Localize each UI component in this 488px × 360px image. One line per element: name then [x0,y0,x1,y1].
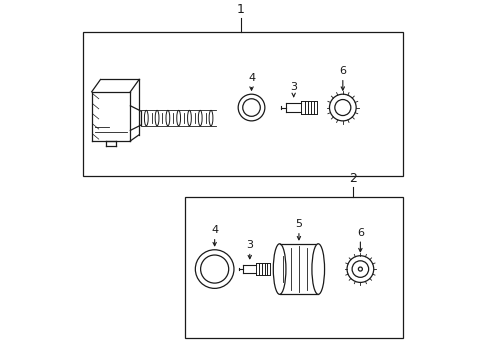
Text: 5: 5 [295,220,302,229]
Text: 2: 2 [349,172,357,185]
Text: 4: 4 [211,225,218,235]
Ellipse shape [311,244,324,294]
Text: 4: 4 [247,73,255,84]
Bar [83,32,402,176]
Text: 1: 1 [237,3,244,16]
Text: 3: 3 [246,240,253,250]
Bar [184,197,402,338]
Text: 6: 6 [339,66,346,76]
Ellipse shape [273,244,285,294]
Text: 3: 3 [289,82,297,92]
Text: 6: 6 [356,228,363,238]
